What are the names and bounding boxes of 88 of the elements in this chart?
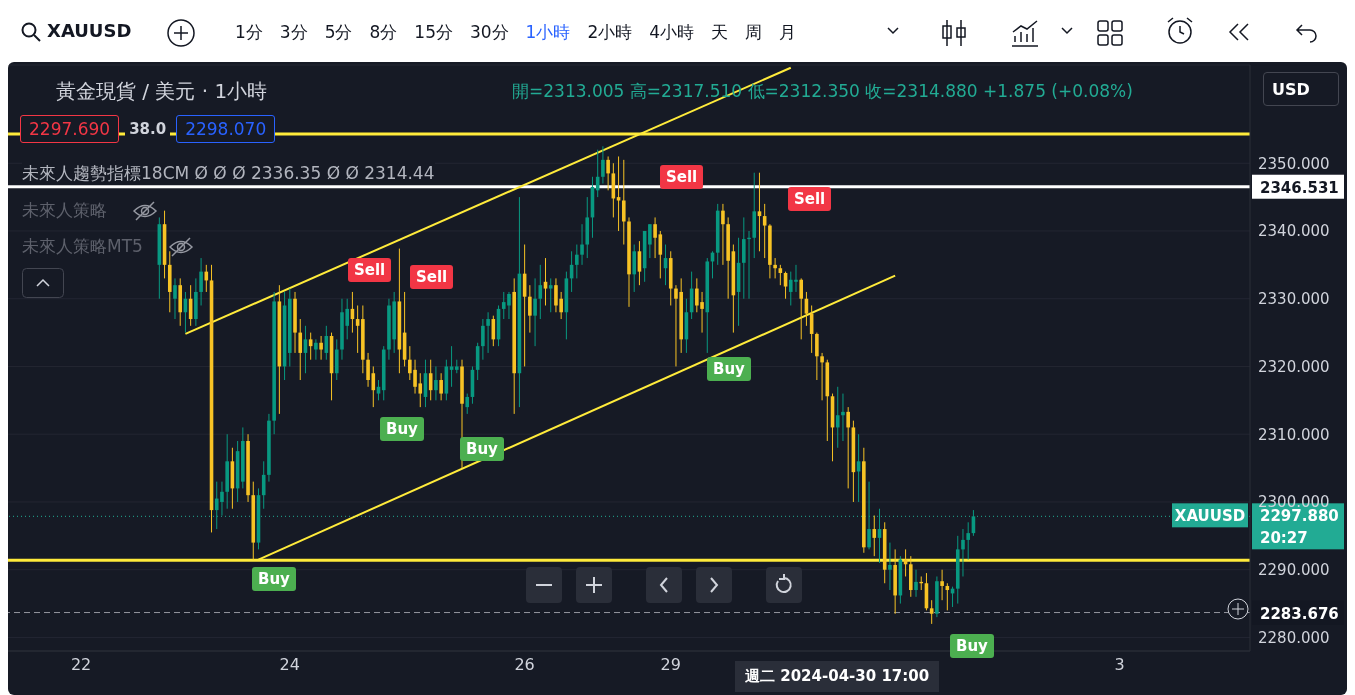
annotation: Buy [950,634,994,658]
candlestick [580,223,584,266]
annotation: Buy [707,357,751,381]
candlestick [966,521,970,561]
y-tick-label: 2320.000 [1258,357,1330,376]
text: 週二 2024-04-30 17:00 [735,661,940,692]
x-tick-label: 26 [514,655,535,675]
candlestick [486,311,490,354]
candlestick [961,528,965,577]
candlestick [173,277,177,320]
annotation: Sell [660,165,704,189]
annotation: 38.0 [125,117,171,141]
y-tick-label: 2310.000 [1258,425,1330,444]
text: 4小時 [649,21,695,44]
candlestick [888,542,892,591]
candlestick [606,155,610,191]
annotation: Sell [348,258,392,282]
annotation: Sell [788,187,832,211]
text: 15分 [414,21,453,44]
candlestick [528,284,532,334]
annotation: 未來人策略MT5 [22,235,143,258]
candlestick [621,159,626,246]
candlestick [533,277,537,347]
candlestick [820,352,824,401]
candlestick [319,335,323,361]
candlestick [298,318,303,381]
text: 8分 [369,21,398,44]
candlestick [940,569,944,601]
ref-line-label: 2283.676 [1260,604,1339,623]
annotation: Buy [380,417,424,441]
candlestick [846,406,850,489]
x-tick-label: 3 [1114,655,1125,675]
annotation: 2297.690 [20,115,120,143]
candlestick [439,372,443,401]
candlestick [914,569,918,598]
text: 1小時 [525,21,571,44]
text: USD [1263,72,1339,106]
text: 30分 [469,21,509,44]
annotation: Sell [410,265,454,289]
text: 1分 [235,21,263,44]
annotation: Buy [460,437,504,461]
candlestick [449,345,454,388]
candlestick [632,244,637,293]
candlestick [601,145,605,185]
annotation: Buy [252,567,296,591]
candlestick [261,460,266,510]
candlestick [867,481,871,550]
text: 開=2313.005 高=2317.510 低=2312.350 收=2314.880 +1.875 (+0.08%) [512,80,1133,103]
candlestick [575,244,579,279]
candlestick [815,332,819,381]
x-tick-label: 29 [660,655,681,675]
y-tick-label: 2280.000 [1258,628,1330,647]
ref-line-label: 2346.531 [1260,178,1339,197]
annotation: 2298.070 [176,115,276,143]
text: XAUUSD [47,20,132,41]
text: 天 [711,21,729,44]
candlestick [314,338,318,361]
candlestick [334,338,339,381]
candlestick [841,393,845,442]
candlestick [648,223,652,259]
y-tick-label: 2290.000 [1258,561,1330,580]
y-tick-label: 2350.000 [1258,154,1330,173]
candlestick [721,203,725,266]
text: 周 [745,21,763,44]
text: 3分 [279,21,308,44]
annotation: 未來人策略 [22,199,107,222]
candlestick [742,216,746,300]
candlestick [929,599,934,625]
candlestick [799,277,804,340]
candlestick [199,257,203,306]
candlestick [538,264,543,320]
y-tick-label: 2330.000 [1258,290,1330,309]
x-tick-label: 22 [70,655,92,675]
text: 月 [779,21,797,44]
y-tick-label: 2340.000 [1258,222,1330,241]
candlestick [481,318,485,361]
candlestick [773,257,777,279]
candlestick [465,393,470,415]
text: 5分 [324,21,353,44]
candlestick [872,515,877,557]
annotation: 未來人趨勢指標18CM Ø Ø Ø 2336.35 Ø Ø 2314.44 [22,162,435,185]
candlestick [835,386,840,449]
candlestick [548,277,553,313]
text: 2小時 [587,21,633,44]
x-tick-label: 24 [279,655,300,675]
candlestick [434,365,438,401]
text: 黃金現貨 / 美元 · 1小時 [56,78,268,105]
candlestick [653,216,657,259]
